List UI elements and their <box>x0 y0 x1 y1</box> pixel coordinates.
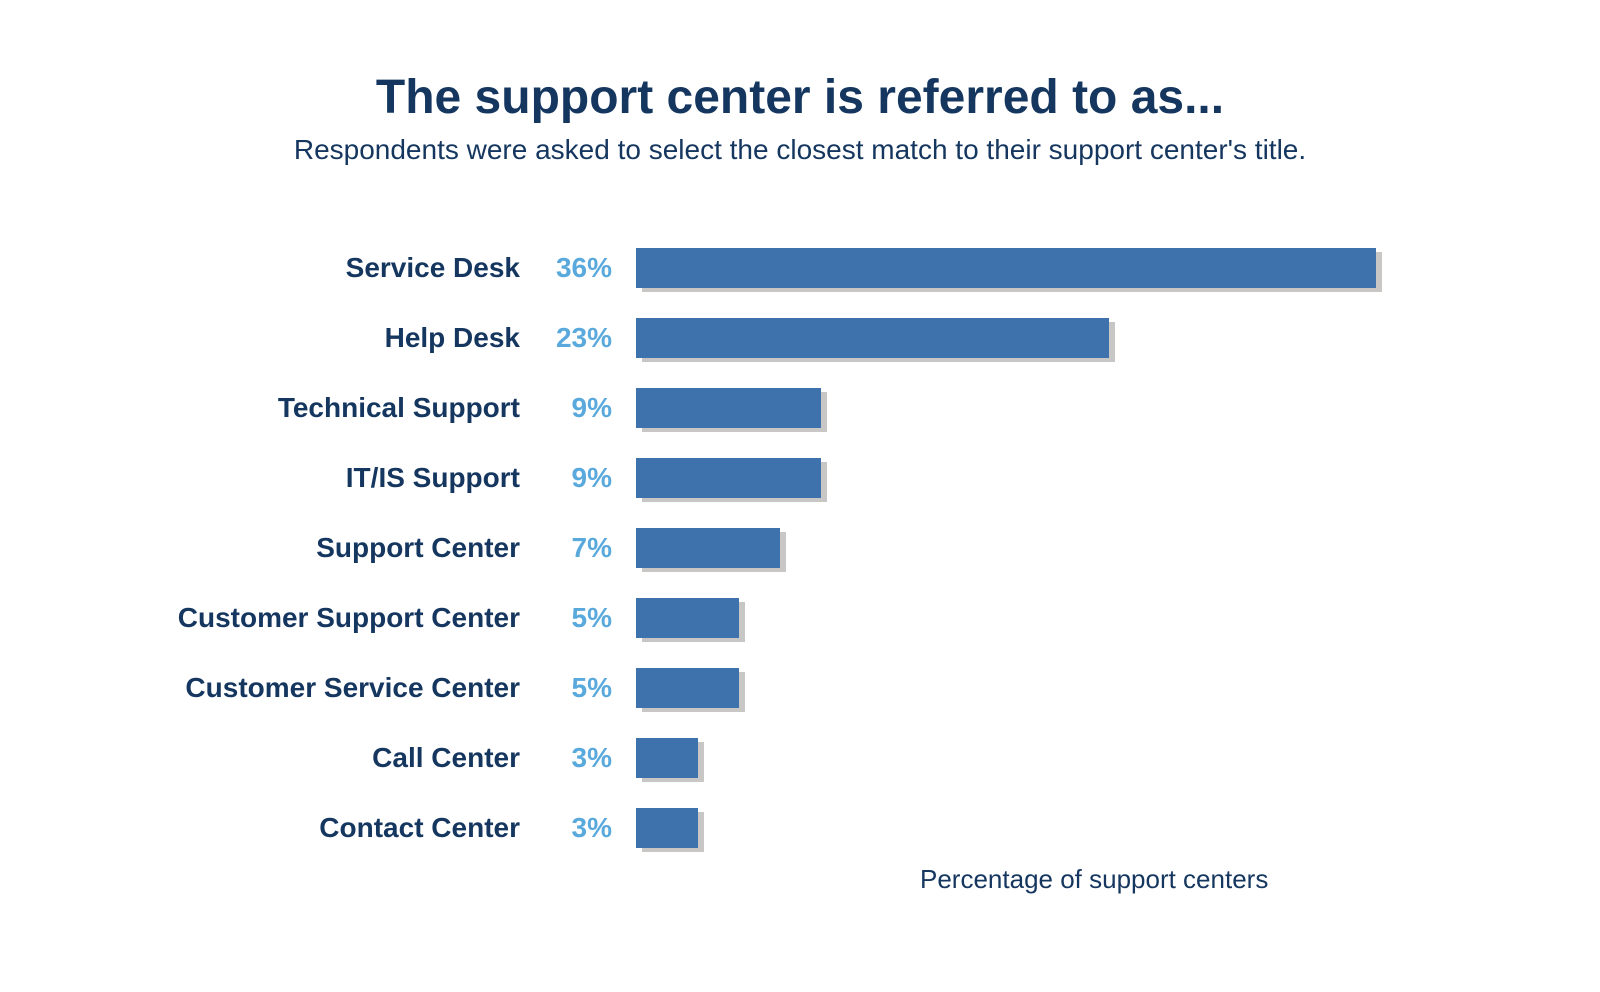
percent-label: 36% <box>532 248 612 288</box>
bar-fill <box>636 528 780 568</box>
chart-subtitle: Respondents were asked to select the clo… <box>0 134 1600 166</box>
bar-row: IT/IS Support 9% <box>0 458 1600 498</box>
bar-fill <box>636 388 821 428</box>
percent-label: 23% <box>532 318 612 358</box>
category-label: Call Center <box>120 738 520 778</box>
category-label: Contact Center <box>120 808 520 848</box>
category-label: Customer Support Center <box>120 598 520 638</box>
percent-label: 3% <box>532 738 612 778</box>
bar-fill <box>636 318 1109 358</box>
category-label: Customer Service Center <box>120 668 520 708</box>
bar <box>636 248 1382 288</box>
bar <box>636 318 1115 358</box>
chart-page: The support center is referred to as... … <box>0 0 1600 992</box>
chart-title: The support center is referred to as... <box>0 70 1600 125</box>
bar <box>636 598 745 638</box>
percent-label: 9% <box>532 458 612 498</box>
bar-row: Technical Support 9% <box>0 388 1600 428</box>
bar-row: Service Desk 36% <box>0 248 1600 288</box>
bar-row: Call Center 3% <box>0 738 1600 778</box>
bar-fill <box>636 248 1376 288</box>
bar <box>636 388 827 428</box>
bar <box>636 738 704 778</box>
bar-fill <box>636 458 821 498</box>
category-label: Technical Support <box>120 388 520 428</box>
bar-row: Help Desk 23% <box>0 318 1600 358</box>
bar-fill <box>636 668 739 708</box>
bar-row: Customer Service Center 5% <box>0 668 1600 708</box>
percent-label: 5% <box>532 668 612 708</box>
percent-label: 7% <box>532 528 612 568</box>
percent-label: 5% <box>532 598 612 638</box>
bar-fill <box>636 738 698 778</box>
bar <box>636 528 786 568</box>
category-label: Support Center <box>120 528 520 568</box>
bar-row: Contact Center 3% <box>0 808 1600 848</box>
chart-area: Service Desk 36% Help Desk 23% Technical Sup… <box>0 248 1600 908</box>
bar-row: Customer Support Center 5% <box>0 598 1600 638</box>
percent-label: 3% <box>532 808 612 848</box>
bar <box>636 458 827 498</box>
bar-fill <box>636 598 739 638</box>
bar-row: Support Center 7% <box>0 528 1600 568</box>
category-label: IT/IS Support <box>120 458 520 498</box>
percent-label: 9% <box>532 388 612 428</box>
bar <box>636 808 704 848</box>
x-axis-label: Percentage of support centers <box>920 864 1268 895</box>
category-label: Service Desk <box>120 248 520 288</box>
bar-fill <box>636 808 698 848</box>
category-label: Help Desk <box>120 318 520 358</box>
bar <box>636 668 745 708</box>
